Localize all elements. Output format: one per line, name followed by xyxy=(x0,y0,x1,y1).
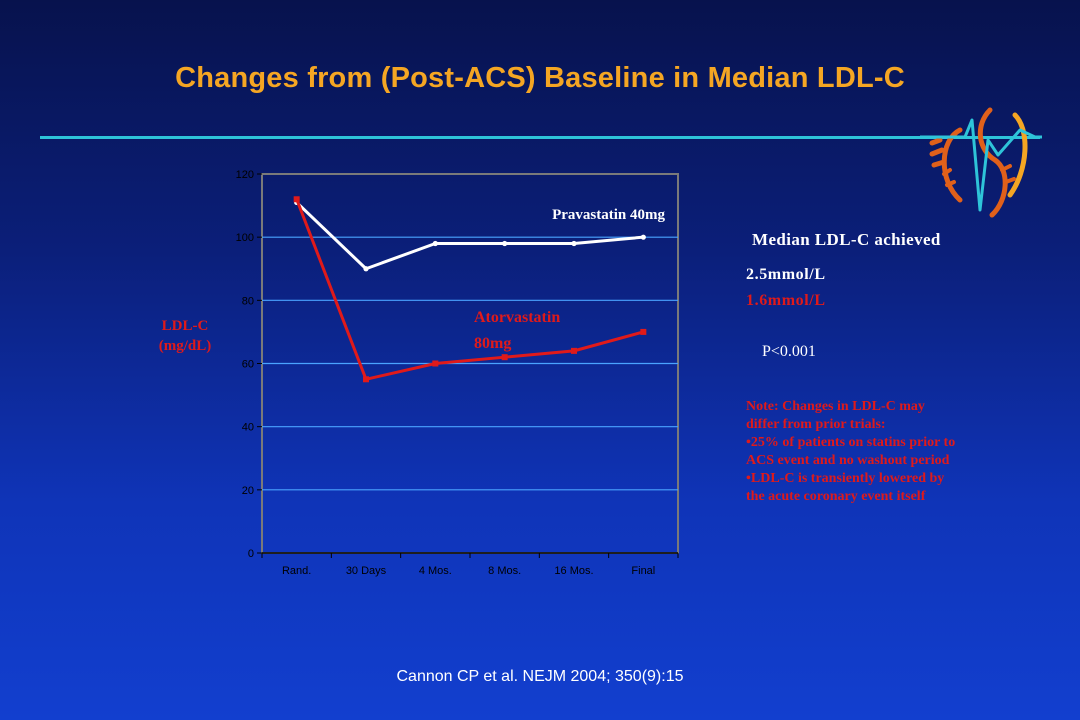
note-line: •25% of patients on statins prior to xyxy=(746,435,956,450)
x-tick-label: 16 Mos. xyxy=(554,565,593,577)
y-axis-label: (mg/dL) xyxy=(159,338,212,354)
data-point xyxy=(432,240,438,247)
citation: Cannon CP et al. NEJM 2004; 350(9):15 xyxy=(396,668,684,685)
x-tick-label: Final xyxy=(631,565,655,577)
x-tick-label: 8 Mos. xyxy=(488,565,521,577)
y-axis-label: LDL-C xyxy=(162,318,209,334)
y-tick-label: 40 xyxy=(242,422,254,434)
note-line: differ from prior trials: xyxy=(746,417,886,432)
data-point xyxy=(501,354,508,361)
data-point xyxy=(293,196,300,203)
data-point xyxy=(571,347,577,354)
median-ldl-title: Median LDL-C achieved xyxy=(752,230,941,249)
data-point xyxy=(502,240,508,247)
y-tick-label: 20 xyxy=(242,485,254,497)
data-point xyxy=(571,240,577,247)
y-tick-label: 80 xyxy=(242,295,254,307)
y-tick-label: 100 xyxy=(236,232,254,244)
note-line: •LDL-C is transiently lowered by xyxy=(746,471,945,486)
pravastatin-median-value: 2.5mmol/L xyxy=(746,266,826,283)
data-point xyxy=(363,266,369,272)
series-label-atorvastatin: 80mg xyxy=(474,335,511,352)
data-point xyxy=(363,376,369,383)
y-tick-label: 0 xyxy=(248,548,254,560)
data-point xyxy=(640,328,647,335)
x-tick-label: 4 Mos. xyxy=(419,565,452,577)
series-line-0 xyxy=(295,201,644,271)
ldl-chart: 0 20 40 60 80 100 120 Rand. 30 Days 4 Mos. 8 Mos. 1… xyxy=(159,169,679,577)
series-line-1 xyxy=(295,198,644,381)
title-divider xyxy=(40,136,1040,139)
note-line: ACS event and no washout period xyxy=(746,453,950,468)
data-point xyxy=(432,360,439,367)
note-box: Note: Changes in LDL-C may differ from p… xyxy=(746,398,1036,506)
series-label-atorvastatin: Atorvastatin xyxy=(474,309,560,326)
note-line: Note: Changes in LDL-C may xyxy=(746,399,925,414)
y-tick-label: 120 xyxy=(236,169,254,181)
slide-title: Changes from (Post-ACS) Baseline in Medi… xyxy=(175,62,905,94)
p-value: P<0.001 xyxy=(762,343,816,360)
atorvastatin-median-value: 1.6mmol/L xyxy=(746,292,826,309)
note-line: the acute coronary event itself xyxy=(746,489,926,504)
x-tick-label: 30 Days xyxy=(346,565,387,577)
series-label-pravastatin: Pravastatin 40mg xyxy=(552,207,665,223)
data-point xyxy=(640,234,646,240)
y-tick-label: 60 xyxy=(242,359,254,371)
x-tick-label: Rand. xyxy=(282,565,311,577)
heart-ecg-logo-icon xyxy=(920,107,1042,218)
